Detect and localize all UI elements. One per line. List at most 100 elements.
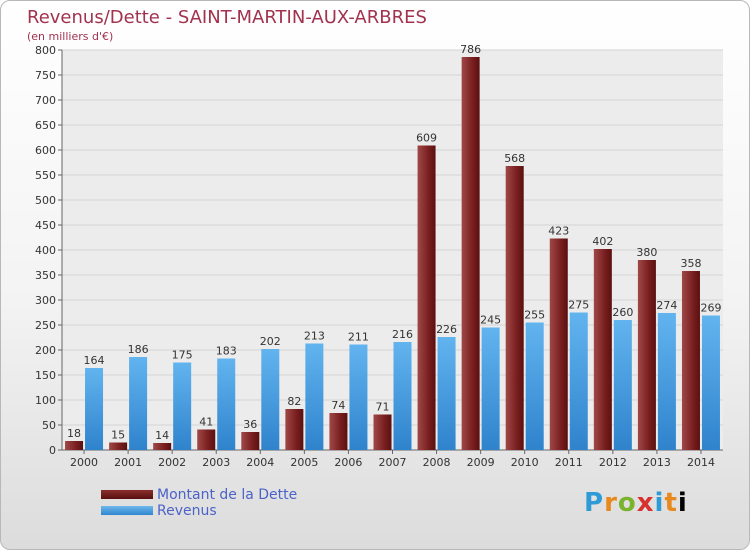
data-label-revenus-2011: 275: [568, 299, 589, 312]
x-tick-label: 2010: [511, 456, 539, 469]
data-label-revenus-2007: 216: [392, 328, 413, 341]
x-tick-label: 2008: [423, 456, 451, 469]
bar-revenus-2011: [569, 312, 588, 450]
x-tick-label: 2003: [202, 456, 230, 469]
data-label-revenus-2004: 202: [260, 335, 281, 348]
data-label-revenus-2014: 269: [700, 302, 721, 315]
x-tick-label: 2011: [555, 456, 583, 469]
x-tick-label: 2001: [114, 456, 142, 469]
y-tick-label: 300: [35, 294, 56, 307]
chart-subtitle: (en milliers d'€): [27, 30, 114, 43]
bar-dette-2000: [65, 441, 84, 450]
y-tick-label: 150: [35, 369, 56, 382]
x-tick-label: 2000: [70, 456, 98, 469]
bar-revenus-2014: [701, 315, 720, 450]
data-label-dette-2004: 36: [243, 418, 257, 431]
bar-dette-2013: [637, 260, 656, 450]
x-tick-label: 2002: [158, 456, 186, 469]
x-tick-label: 2013: [643, 456, 671, 469]
data-label-dette-2013: 380: [636, 246, 657, 259]
bar-revenus-2007: [393, 342, 412, 450]
data-label-revenus-2009: 245: [480, 314, 501, 327]
data-label-dette-2012: 402: [592, 235, 613, 248]
legend-label-revenus: Revenus: [157, 503, 217, 519]
data-label-revenus-2006: 211: [348, 331, 369, 344]
bar-revenus-2002: [173, 362, 192, 450]
y-tick-label: 400: [35, 244, 56, 257]
bar-revenus-2000: [85, 368, 104, 450]
y-tick-label: 700: [35, 94, 56, 107]
x-tick-label: 2004: [246, 456, 274, 469]
bar-revenus-2001: [129, 357, 148, 450]
bar-revenus-2005: [305, 343, 324, 450]
data-label-revenus-2003: 183: [216, 345, 237, 358]
bar-dette-2005: [285, 409, 304, 450]
data-label-revenus-2001: 186: [128, 343, 149, 356]
data-label-revenus-2008: 226: [436, 323, 457, 336]
bar-dette-2012: [593, 249, 612, 450]
y-tick-label: 450: [35, 219, 56, 232]
bar-revenus-2010: [525, 322, 544, 450]
data-label-dette-2007: 71: [376, 401, 390, 414]
x-tick-label: 2014: [687, 456, 715, 469]
bar-dette-2010: [505, 166, 524, 450]
y-tick-label: 200: [35, 344, 56, 357]
bar-dette-2001: [109, 442, 128, 450]
y-tick-label: 0: [49, 444, 56, 457]
data-label-dette-2003: 41: [199, 416, 213, 429]
bar-revenus-2009: [481, 327, 500, 450]
bar-dette-2014: [681, 271, 700, 450]
y-tick-label: 250: [35, 319, 56, 332]
bar-revenus-2004: [261, 349, 280, 450]
data-label-dette-2009: 786: [460, 43, 481, 56]
bar-dette-2003: [197, 429, 216, 450]
bar-dette-2002: [153, 443, 172, 450]
data-label-dette-2008: 609: [416, 132, 437, 145]
y-tick-label: 800: [35, 44, 56, 57]
data-label-dette-2001: 15: [111, 429, 125, 442]
chart-title: Revenus/Dette - SAINT-MARTIN-AUX-ARBRES: [27, 7, 427, 28]
data-label-revenus-2010: 255: [524, 309, 545, 322]
bar-dette-2006: [329, 413, 348, 450]
x-tick-label: 2006: [334, 456, 362, 469]
data-label-dette-2006: 74: [331, 399, 345, 412]
x-tick-label: 2009: [467, 456, 495, 469]
x-tick-label: 2007: [379, 456, 407, 469]
x-tick-label: 2005: [290, 456, 318, 469]
data-label-revenus-2005: 213: [304, 330, 325, 343]
y-tick-label: 600: [35, 144, 56, 157]
data-label-revenus-2002: 175: [172, 349, 193, 362]
y-tick-label: 550: [35, 169, 56, 182]
bar-dette-2004: [241, 432, 260, 450]
bar-revenus-2012: [613, 320, 632, 450]
bar-revenus-2008: [437, 337, 456, 450]
proxiti-logo: Proxiti: [584, 488, 688, 518]
y-tick-label: 750: [35, 69, 56, 82]
bar-dette-2009: [461, 57, 480, 450]
y-tick-label: 500: [35, 194, 56, 207]
data-label-dette-2011: 423: [548, 225, 569, 238]
legend-swatch-dette: [101, 490, 153, 499]
bar-revenus-2006: [349, 344, 368, 450]
data-label-dette-2005: 82: [287, 395, 301, 408]
legend-swatch-revenus: [101, 506, 153, 515]
bar-revenus-2003: [217, 358, 236, 450]
data-label-dette-2002: 14: [155, 429, 169, 442]
y-tick-label: 100: [35, 394, 56, 407]
data-label-dette-2000: 18: [67, 427, 81, 440]
y-tick-label: 650: [35, 119, 56, 132]
y-tick-label: 50: [42, 419, 56, 432]
bar-revenus-2013: [657, 313, 676, 450]
data-label-revenus-2013: 274: [656, 299, 677, 312]
data-label-revenus-2000: 164: [84, 354, 105, 367]
bar-dette-2007: [373, 414, 392, 450]
data-label-dette-2010: 568: [504, 152, 525, 165]
data-label-dette-2014: 358: [680, 257, 701, 270]
y-tick-label: 350: [35, 269, 56, 282]
x-tick-label: 2012: [599, 456, 627, 469]
bar-dette-2011: [549, 238, 568, 450]
data-label-revenus-2012: 260: [612, 306, 633, 319]
legend-label-dette: Montant de la Dette: [157, 487, 298, 503]
